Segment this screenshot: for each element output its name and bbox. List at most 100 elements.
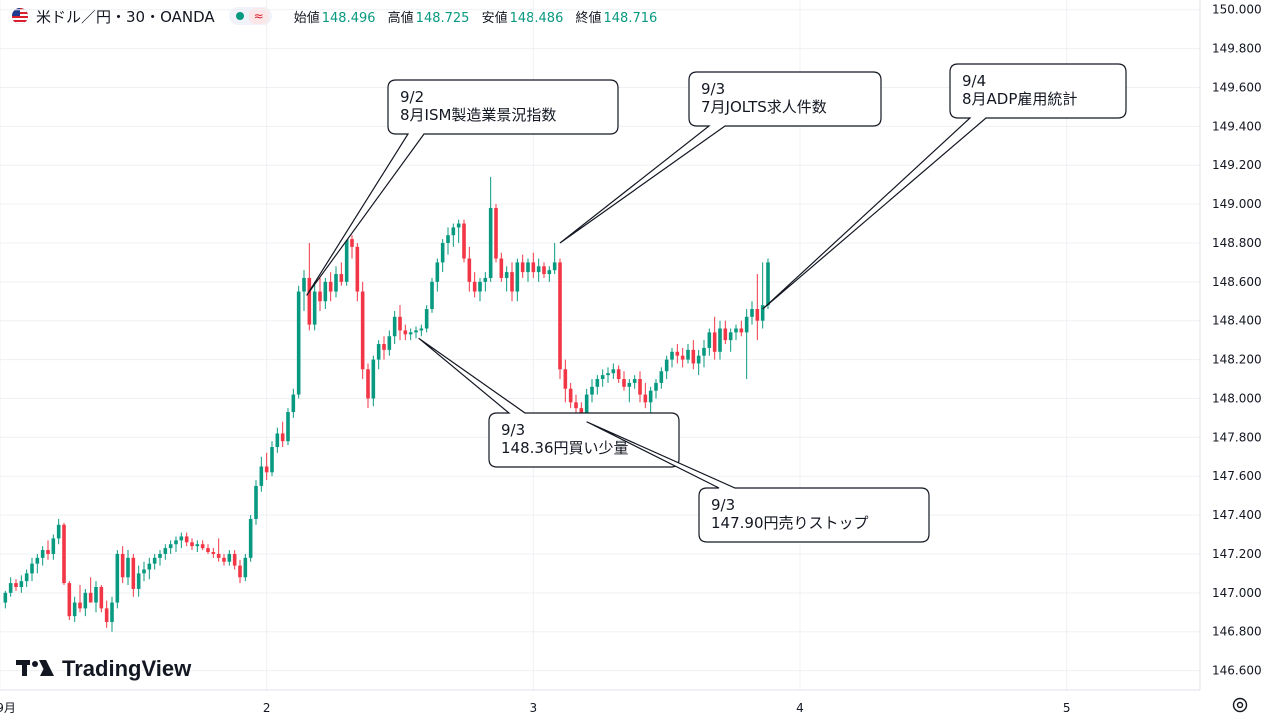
candle-body (142, 569, 146, 574)
candle-body (510, 272, 514, 292)
candle-body (56, 524, 61, 539)
candle (707, 328, 712, 356)
candle-body (611, 369, 616, 374)
candle (270, 441, 274, 477)
candle (515, 258, 520, 302)
candle (702, 340, 706, 368)
candle-body (120, 553, 125, 578)
candle-body (408, 332, 413, 335)
candle (40, 546, 45, 566)
candle-body (547, 270, 552, 275)
candle-body (563, 369, 568, 389)
candle-body (552, 262, 557, 271)
candle (408, 328, 413, 341)
candle (35, 553, 40, 574)
candle (280, 421, 285, 448)
candle (302, 270, 306, 311)
candle-body (371, 359, 376, 399)
y-tick-label: 149.000 (1212, 197, 1262, 211)
annotation-text: 9/3 (501, 421, 525, 439)
candle-body (382, 344, 386, 350)
candle-body (451, 227, 456, 236)
candle (264, 452, 269, 481)
candle (19, 575, 24, 593)
candle-body (520, 262, 525, 273)
candle (174, 536, 178, 552)
candle (211, 548, 216, 558)
candle (30, 557, 34, 582)
candle (574, 394, 578, 414)
candle (115, 550, 120, 609)
candle (371, 355, 376, 407)
candle-body (654, 382, 658, 391)
chart-header: 米ドル／円・30・OANDA ≈ 始値 148.496 高値 148.725 安値 1… (12, 5, 665, 27)
candle-body (88, 592, 93, 603)
candle (510, 262, 514, 302)
annotation-text: 7月JOLTS求人件数 (701, 98, 827, 116)
candle-body (568, 388, 573, 403)
candle-body (376, 344, 381, 360)
candle-body (179, 536, 184, 541)
candle (728, 328, 733, 352)
candle (94, 581, 98, 613)
candle (686, 344, 690, 364)
candle-body (104, 608, 109, 622)
candle-body (686, 349, 690, 360)
candle-body (78, 602, 82, 609)
candle (446, 227, 450, 255)
candle (323, 277, 328, 310)
candle (456, 219, 461, 243)
candle-body (504, 272, 509, 278)
candle-body (600, 375, 605, 380)
candle-body (435, 262, 440, 282)
candle (414, 326, 418, 339)
settings-icon[interactable] (1230, 695, 1250, 715)
candle-body (227, 553, 232, 562)
candle-body (35, 557, 40, 564)
annotation-text: 8月ISM製造業景況指数 (400, 106, 556, 124)
candle (392, 310, 397, 345)
candle-body (339, 274, 344, 282)
candle-body (286, 412, 290, 442)
candle-body (424, 309, 429, 329)
candle (67, 581, 72, 621)
candle (243, 553, 248, 582)
low-value: 148.486 (509, 10, 564, 26)
candle-body (350, 239, 354, 247)
candle (467, 246, 472, 292)
candle (216, 538, 221, 562)
candle (344, 233, 349, 286)
market-open-dot-icon (235, 12, 244, 20)
candle-body (467, 258, 472, 282)
y-tick-label: 147.600 (1212, 469, 1262, 483)
candle-body (280, 433, 285, 442)
candle-body (472, 281, 477, 292)
candle-body (744, 316, 749, 333)
candle (622, 371, 626, 391)
y-tick-label: 148.000 (1212, 391, 1262, 405)
annotation-text: 8月ADP雇用統計 (962, 90, 1077, 108)
candle-body (723, 328, 728, 341)
tradingview-logo[interactable]: TradingView (16, 656, 191, 682)
candle (104, 600, 109, 628)
candle-body (691, 349, 696, 364)
candle (238, 559, 242, 584)
y-tick-label: 150.000 (1212, 3, 1262, 17)
candle-body (14, 583, 18, 587)
candle-body (30, 563, 34, 574)
candle-body (62, 524, 66, 584)
candle (590, 379, 594, 403)
candle (680, 347, 685, 368)
candle-body (494, 207, 498, 259)
candle-body (248, 518, 253, 558)
candle (376, 340, 381, 370)
market-status-pill[interactable]: ≈ (228, 7, 272, 25)
candle (78, 585, 82, 613)
x-tick-label: 9月 (0, 701, 16, 715)
candle-body (19, 581, 24, 587)
candle (606, 367, 610, 383)
symbol-title[interactable]: 米ドル／円・30・OANDA (36, 7, 215, 26)
